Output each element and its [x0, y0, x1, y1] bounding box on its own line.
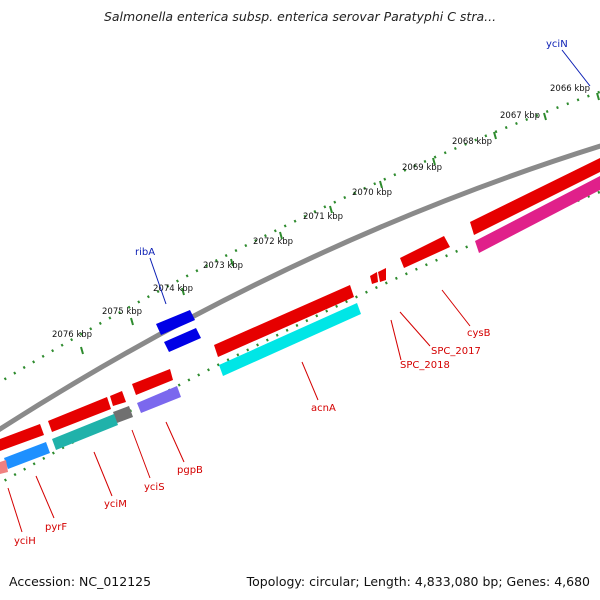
gene-SPC_2017 — [378, 268, 386, 282]
gene-cysB — [400, 236, 450, 268]
label-SPC_2018: SPC_2018 — [400, 360, 450, 371]
label-yciM: yciM — [104, 499, 127, 510]
gene-yciS-grey — [113, 406, 133, 423]
kbp-labels: 2066 kbp 2067 kbp 2068 kbp 2069 kbp 2070… — [52, 84, 590, 340]
genome-summary-text: Topology: circular; Length: 4,833,080 bp… — [246, 574, 590, 589]
label-cysB: cysB — [467, 328, 491, 339]
gene-cysB-region — [470, 158, 600, 235]
accession-text: Accession: NC_012125 — [9, 574, 152, 589]
kbp-label: 2072 kbp — [253, 237, 293, 247]
gene-yciM — [48, 397, 111, 432]
gene-pyrF-blue — [4, 442, 50, 469]
gene-pink — [475, 176, 600, 253]
gene-labels: yciN ribA cysB SPC_2017 SPC_2018 acnA pg… — [14, 39, 568, 547]
label-yciN: yciN — [546, 39, 568, 50]
kbp-label: 2066 kbp — [550, 84, 590, 94]
gene-SPC_2018 — [370, 272, 378, 284]
label-yciH: yciH — [14, 536, 36, 547]
kbp-ruler — [0, 90, 600, 384]
label-pyrF: pyrF — [45, 522, 67, 533]
kbp-label: 2067 kbp — [500, 111, 540, 121]
gene-acnA-cyan — [219, 303, 361, 376]
label-ribA: ribA — [135, 247, 155, 258]
gene-pyrF — [0, 424, 44, 451]
gene-ribA — [156, 310, 195, 335]
gene-acnA — [214, 285, 354, 357]
label-SPC_2017: SPC_2017 — [431, 346, 481, 357]
kbp-label: 2071 kbp — [303, 212, 343, 222]
gene-pgpB-red — [132, 369, 173, 395]
reverse-genes — [0, 158, 600, 474]
gene-pgpB — [137, 386, 181, 413]
label-yciS: yciS — [144, 482, 165, 493]
kbp-label: 2075 kbp — [102, 307, 142, 317]
leader-lines — [7, 49, 591, 533]
kbp-label: 2074 kbp — [153, 284, 193, 294]
kbp-label: 2073 kbp — [203, 261, 243, 271]
kbp-label: 2068 kbp — [452, 137, 492, 147]
label-pgpB: pgpB — [177, 465, 203, 476]
forward-genes — [156, 310, 201, 352]
gene-yciS — [110, 391, 126, 406]
kbp-label: 2076 kbp — [52, 330, 92, 340]
map-title: Salmonella enterica subsp. enterica sero… — [103, 9, 497, 24]
kbp-label: 2069 kbp — [402, 163, 442, 173]
genome-backbone — [0, 143, 600, 433]
label-acnA: acnA — [311, 403, 336, 414]
gene-yciH — [0, 460, 8, 474]
kbp-major-ticks — [80, 92, 600, 355]
kbp-label: 2070 kbp — [352, 188, 392, 198]
gene-yciM-teal — [52, 414, 118, 450]
gene-ribA-b — [164, 328, 201, 352]
